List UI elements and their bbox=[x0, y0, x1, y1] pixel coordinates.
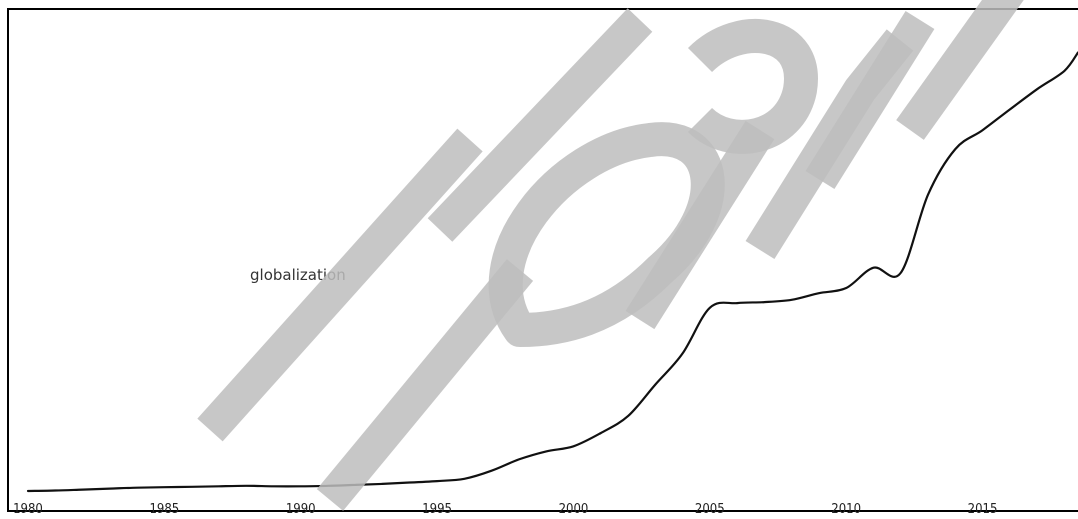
x-tick-label-2000: 2000 bbox=[559, 502, 589, 517]
watermark-stroke bbox=[625, 120, 775, 330]
series-line-globalization bbox=[26, 51, 1078, 493]
watermark-stroke bbox=[805, 10, 935, 190]
x-tick-label-1980: 1980 bbox=[13, 502, 43, 517]
x-tick-label-2010: 2010 bbox=[831, 502, 861, 517]
x-tick-label-2015: 2015 bbox=[968, 502, 998, 517]
x-tick-label-1995: 1995 bbox=[422, 502, 452, 517]
watermark bbox=[197, 0, 1024, 511]
watermark-stroke bbox=[896, 0, 1024, 140]
series-label-globalization: globalization bbox=[250, 266, 346, 284]
x-axis-ticks: 1980 1985 1990 1995 2000 2005 2010 2015 bbox=[13, 502, 997, 517]
chart-frame bbox=[7, 8, 1078, 512]
series-group bbox=[26, 51, 1078, 493]
watermark-stroke bbox=[427, 8, 653, 242]
x-tick-label-1990: 1990 bbox=[286, 502, 316, 517]
watermark-stroke bbox=[197, 128, 483, 442]
watermark-stroke bbox=[488, 122, 725, 347]
watermark-stroke bbox=[316, 259, 534, 511]
x-tick-label-1985: 1985 bbox=[149, 502, 179, 517]
x-tick-label-2005: 2005 bbox=[695, 502, 725, 517]
watermark-stroke bbox=[687, 19, 818, 154]
